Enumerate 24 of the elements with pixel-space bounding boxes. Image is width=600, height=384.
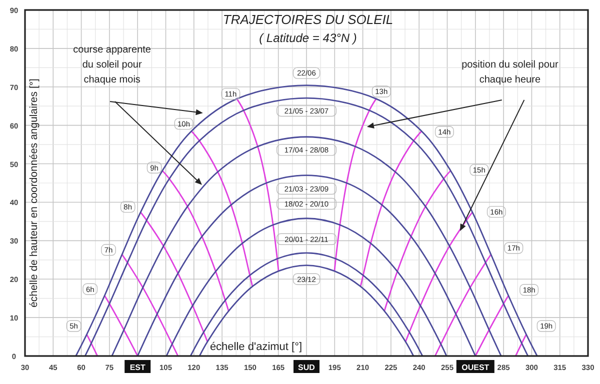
x-axis-title: échelle d'azimut [°]	[210, 341, 302, 353]
chart-title: TRAJECTOIRES DU SOLEIL	[222, 12, 394, 27]
text: ( Latitude = 43°N )	[259, 31, 357, 45]
line-series	[474, 294, 510, 357]
line-series	[360, 130, 422, 288]
annotation: course apparente du soleil pour chaque mois	[73, 44, 152, 86]
line-series	[190, 130, 254, 288]
line-series	[190, 252, 424, 357]
line-series	[121, 254, 179, 357]
line-series	[140, 212, 208, 342]
x-tick-label: EST	[130, 363, 146, 372]
line-series	[136, 174, 476, 357]
line-series	[198, 264, 414, 357]
line-series	[404, 212, 474, 342]
line-series	[166, 218, 448, 357]
line-series	[384, 170, 452, 312]
line-series	[334, 98, 377, 272]
line-series	[434, 254, 492, 357]
y-axis-title: échelle de hauteur en coordonnées angulaires [°]	[28, 78, 40, 308]
x-tick-label: SUD	[298, 363, 316, 372]
line-series	[111, 136, 502, 357]
annotation: position du soleil pour chaque heure	[462, 60, 559, 86]
line-series	[104, 294, 138, 357]
x-tick-label: OUEST	[462, 363, 490, 372]
